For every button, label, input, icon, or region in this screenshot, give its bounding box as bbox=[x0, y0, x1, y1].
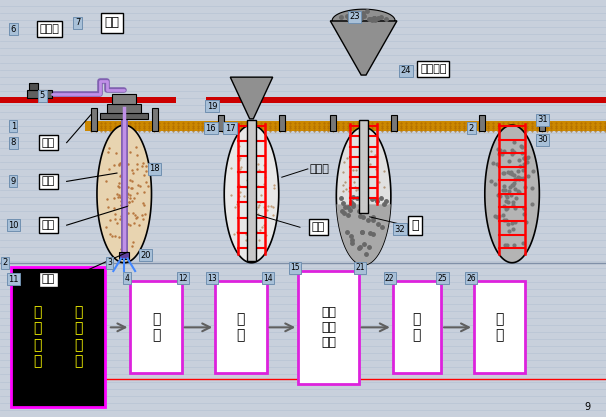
Polygon shape bbox=[336, 127, 391, 265]
Text: 26: 26 bbox=[466, 274, 476, 283]
Text: 泥浆泵: 泥浆泵 bbox=[40, 24, 59, 34]
Bar bbox=[247, 120, 256, 261]
Text: 导管: 导管 bbox=[311, 222, 325, 232]
Text: 就
位: 就 位 bbox=[152, 312, 160, 342]
Bar bbox=[152, 108, 158, 131]
Text: 1: 1 bbox=[11, 122, 16, 131]
Text: 6: 6 bbox=[11, 25, 16, 34]
Bar bbox=[100, 113, 148, 119]
Bar bbox=[298, 271, 359, 384]
Text: 9: 9 bbox=[11, 177, 16, 186]
Polygon shape bbox=[332, 9, 395, 21]
Text: 25: 25 bbox=[438, 274, 447, 283]
Polygon shape bbox=[485, 125, 539, 263]
Bar bbox=[11, 267, 105, 407]
Bar bbox=[0, 97, 176, 103]
Bar bbox=[91, 108, 97, 131]
Text: 7: 7 bbox=[75, 18, 80, 28]
Text: 护筒: 护筒 bbox=[42, 138, 55, 148]
Bar bbox=[218, 115, 224, 131]
Text: 放钢
导筋
管笼: 放钢 导筋 管笼 bbox=[321, 306, 336, 349]
Bar bbox=[29, 83, 38, 90]
Polygon shape bbox=[230, 77, 273, 119]
Bar bbox=[206, 97, 606, 103]
Text: 30: 30 bbox=[537, 135, 548, 144]
Polygon shape bbox=[97, 125, 152, 263]
Text: 22: 22 bbox=[385, 274, 395, 283]
Text: 2: 2 bbox=[469, 124, 474, 133]
Bar bbox=[393, 281, 441, 373]
Text: 浇
筑: 浇 筑 bbox=[413, 312, 421, 342]
Bar bbox=[391, 115, 397, 131]
Bar bbox=[479, 115, 485, 131]
Text: 5: 5 bbox=[40, 91, 45, 100]
Text: 18: 18 bbox=[149, 164, 160, 173]
Bar bbox=[215, 281, 267, 373]
Text: 钢筋笼: 钢筋笼 bbox=[309, 164, 329, 174]
Polygon shape bbox=[224, 125, 279, 263]
Text: 10: 10 bbox=[8, 221, 19, 230]
Text: 钻杆: 钻杆 bbox=[42, 176, 55, 186]
Text: 3: 3 bbox=[107, 258, 112, 267]
Text: 4: 4 bbox=[125, 274, 130, 283]
Bar bbox=[330, 115, 336, 131]
Text: 19: 19 bbox=[207, 102, 218, 111]
Bar bbox=[279, 115, 285, 131]
Bar bbox=[85, 121, 606, 131]
Text: 11: 11 bbox=[8, 275, 19, 284]
Text: 2: 2 bbox=[2, 258, 7, 267]
Text: 16: 16 bbox=[205, 124, 216, 133]
Text: 24: 24 bbox=[401, 66, 411, 75]
Text: 8: 8 bbox=[11, 138, 16, 147]
Text: 浇注漏斗: 浇注漏斗 bbox=[420, 64, 447, 74]
Text: 成
型: 成 型 bbox=[496, 312, 504, 342]
Text: 泥浆: 泥浆 bbox=[42, 220, 55, 230]
Text: 成
孔: 成 孔 bbox=[237, 312, 245, 342]
Bar bbox=[474, 281, 525, 373]
Text: 钻机: 钻机 bbox=[105, 16, 119, 30]
Text: 14: 14 bbox=[263, 274, 273, 283]
Text: 20: 20 bbox=[140, 251, 151, 260]
Text: 12: 12 bbox=[178, 274, 188, 283]
Text: 钻头: 钻头 bbox=[42, 274, 55, 284]
Text: 31: 31 bbox=[537, 115, 548, 124]
Bar bbox=[27, 90, 52, 98]
Text: 湿
作
业
法: 湿 作 业 法 bbox=[33, 305, 41, 368]
Text: 砼: 砼 bbox=[411, 219, 419, 232]
Text: 13: 13 bbox=[207, 274, 217, 283]
Text: 21: 21 bbox=[355, 263, 365, 272]
Bar bbox=[112, 94, 136, 104]
Text: 32: 32 bbox=[395, 225, 405, 234]
Text: 施
工
程
序: 施 工 程 序 bbox=[75, 305, 83, 368]
Polygon shape bbox=[336, 204, 391, 265]
Bar bbox=[130, 281, 182, 373]
Bar bbox=[359, 120, 368, 213]
Bar bbox=[107, 104, 141, 113]
Bar bbox=[119, 252, 129, 259]
Text: 17: 17 bbox=[225, 124, 236, 133]
Text: 9: 9 bbox=[585, 402, 591, 412]
Text: 15: 15 bbox=[290, 263, 300, 272]
Bar bbox=[539, 115, 545, 131]
Text: 23: 23 bbox=[349, 12, 360, 21]
Polygon shape bbox=[330, 21, 397, 75]
